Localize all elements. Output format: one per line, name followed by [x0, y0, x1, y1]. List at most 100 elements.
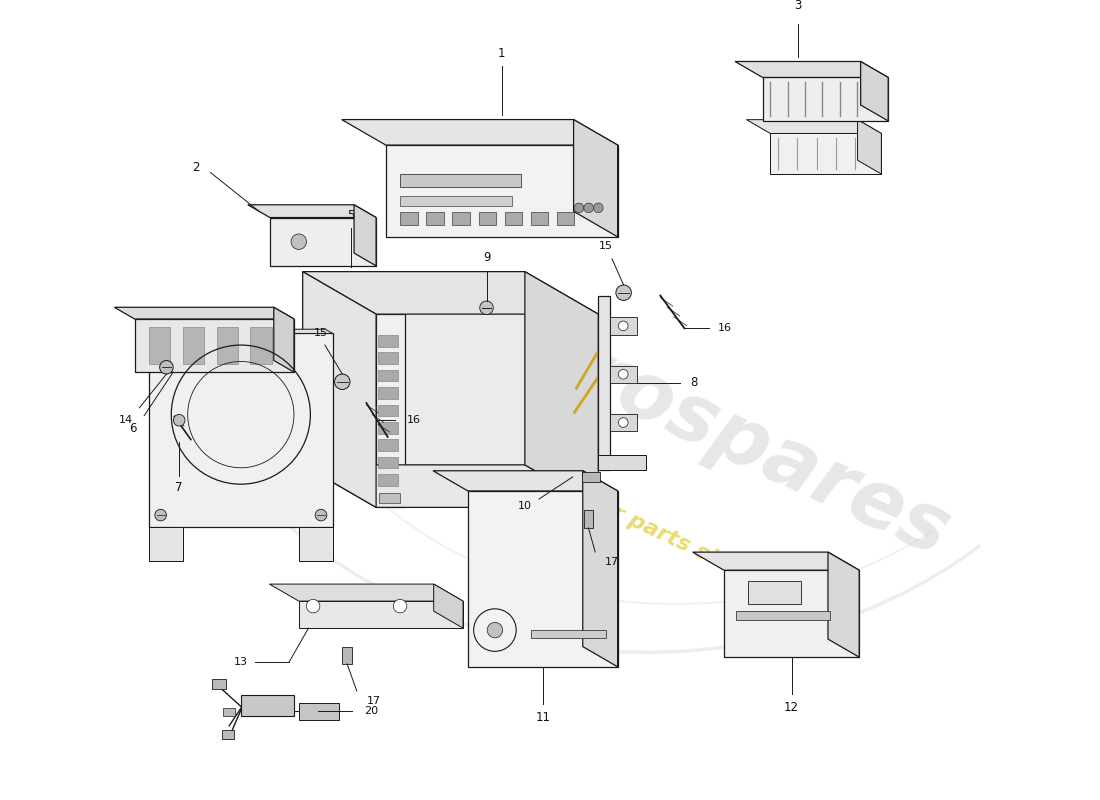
Bar — [299, 702, 340, 720]
Bar — [378, 335, 397, 346]
Circle shape — [155, 510, 166, 521]
Polygon shape — [386, 145, 617, 237]
Text: 17: 17 — [605, 557, 619, 566]
Text: 16: 16 — [718, 323, 733, 334]
Polygon shape — [134, 319, 294, 372]
Text: eurospares: eurospares — [468, 287, 961, 573]
Text: 8: 8 — [690, 377, 697, 390]
Bar — [557, 212, 574, 226]
Polygon shape — [724, 570, 859, 657]
Text: 20: 20 — [364, 706, 378, 716]
Polygon shape — [302, 272, 525, 465]
Polygon shape — [270, 584, 463, 601]
Circle shape — [480, 301, 493, 314]
Polygon shape — [693, 552, 859, 570]
Bar — [598, 455, 647, 470]
Polygon shape — [573, 119, 617, 237]
Bar — [378, 370, 397, 382]
Bar — [452, 212, 470, 226]
Polygon shape — [274, 307, 294, 372]
Bar — [379, 493, 400, 502]
Bar — [241, 695, 294, 716]
Bar — [609, 318, 637, 334]
Bar — [378, 457, 397, 468]
Text: 2: 2 — [192, 161, 200, 174]
Text: 9: 9 — [483, 251, 491, 264]
Bar — [400, 196, 512, 206]
Polygon shape — [860, 62, 888, 121]
Circle shape — [316, 510, 327, 521]
Text: 13: 13 — [234, 657, 248, 667]
Text: 10: 10 — [517, 501, 531, 511]
Polygon shape — [302, 465, 598, 507]
Bar — [378, 439, 397, 451]
Bar — [378, 352, 397, 364]
Circle shape — [160, 361, 173, 374]
Polygon shape — [299, 601, 463, 628]
Polygon shape — [148, 334, 332, 526]
Text: 1: 1 — [498, 47, 505, 60]
Bar — [598, 296, 609, 470]
Polygon shape — [762, 78, 888, 121]
Bar — [212, 679, 227, 689]
Circle shape — [306, 599, 320, 613]
Bar — [400, 174, 520, 186]
Polygon shape — [433, 470, 617, 491]
Bar — [584, 510, 593, 528]
Circle shape — [574, 203, 584, 213]
Bar — [378, 405, 397, 416]
Bar — [221, 730, 234, 739]
Text: 16: 16 — [407, 415, 421, 426]
Circle shape — [584, 203, 594, 213]
Bar — [378, 422, 397, 434]
Circle shape — [616, 285, 631, 301]
Text: 14: 14 — [119, 415, 133, 426]
Circle shape — [618, 321, 628, 330]
Text: 12: 12 — [784, 701, 799, 714]
Text: 11: 11 — [536, 710, 550, 723]
Polygon shape — [433, 584, 463, 628]
Circle shape — [618, 418, 628, 427]
Bar — [609, 366, 637, 383]
Text: 3: 3 — [794, 0, 802, 12]
Bar — [530, 630, 606, 638]
Bar — [748, 581, 801, 604]
Bar — [736, 610, 830, 621]
Bar — [400, 212, 418, 226]
Polygon shape — [302, 272, 598, 314]
Polygon shape — [376, 314, 405, 507]
Circle shape — [618, 370, 628, 379]
Bar — [530, 212, 548, 226]
Circle shape — [394, 599, 407, 613]
Polygon shape — [142, 330, 332, 334]
Polygon shape — [114, 307, 294, 319]
Polygon shape — [525, 272, 598, 507]
Polygon shape — [747, 120, 881, 134]
Polygon shape — [858, 120, 881, 174]
Bar — [609, 414, 637, 431]
Text: 15: 15 — [314, 329, 328, 338]
Bar — [427, 212, 443, 226]
Bar — [148, 326, 170, 364]
Circle shape — [487, 622, 503, 638]
Polygon shape — [468, 491, 617, 666]
Text: 15: 15 — [600, 242, 613, 251]
Bar — [223, 708, 235, 716]
Bar — [478, 212, 496, 226]
Circle shape — [174, 414, 185, 426]
Polygon shape — [735, 62, 888, 78]
Polygon shape — [299, 526, 332, 561]
Polygon shape — [248, 205, 376, 218]
Bar — [378, 474, 397, 486]
Polygon shape — [270, 218, 376, 266]
Polygon shape — [342, 119, 617, 145]
Text: 5: 5 — [348, 209, 354, 222]
Polygon shape — [354, 205, 376, 266]
Bar — [251, 326, 272, 364]
Polygon shape — [583, 470, 617, 666]
Polygon shape — [302, 272, 376, 507]
Bar — [183, 326, 205, 364]
Circle shape — [594, 203, 603, 213]
Text: 6: 6 — [129, 422, 136, 434]
Bar — [505, 212, 522, 226]
